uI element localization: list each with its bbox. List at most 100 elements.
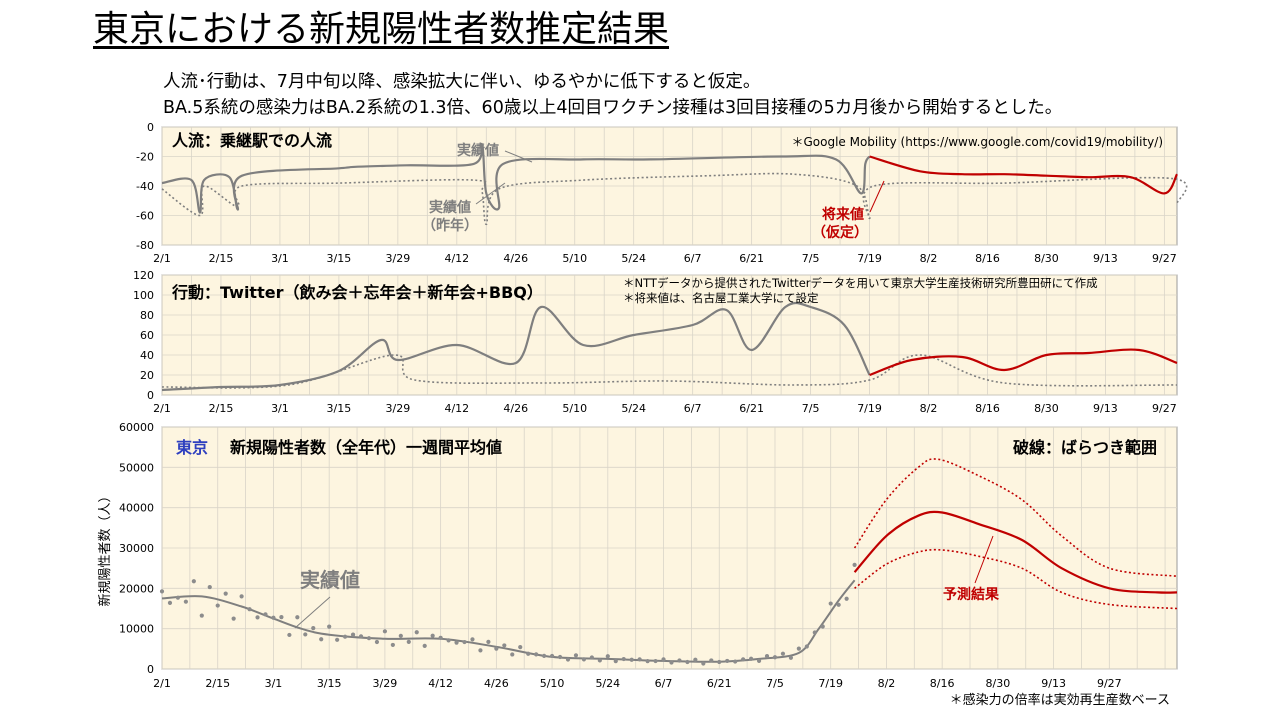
panel-1-leader-actual [504, 150, 533, 163]
panel-3-daily-dot [494, 646, 499, 651]
panel-3-daily-dot [215, 603, 220, 608]
panel-3-daily-dot [804, 644, 809, 649]
panel-3-daily-dot [231, 616, 236, 621]
panel-2-x-tick-label: 4/12 [444, 402, 469, 415]
panel-1-label-future: 将来値 [822, 206, 864, 223]
panel-2-x-tick-label: 2/1 [153, 402, 171, 415]
panel-3-daily-dot [478, 648, 483, 653]
panel-3-daily-dot [358, 634, 364, 639]
panel-3-daily-dot [717, 659, 722, 665]
panel-3-x-tick-label: 2/1 [153, 677, 171, 690]
panel-1-label-lastyear-suffix: （昨年） [422, 217, 478, 234]
panel-1-x-tick-label: 8/16 [975, 252, 1000, 265]
panel-3-region-label: 東京 [176, 438, 208, 457]
panel-3-daily-dot [725, 658, 730, 664]
panel-3-x-tick-label: 8/16 [930, 677, 955, 690]
panel-3-daily-dot [549, 653, 555, 659]
panel-3-daily-dot [581, 657, 587, 662]
panel-2-x-tick-label: 2/15 [209, 402, 234, 415]
panel-1-x-tick-label: 8/30 [1034, 252, 1059, 265]
panel-3-daily-dot [327, 624, 332, 629]
panel-3-x-tick-label: 7/19 [818, 677, 843, 690]
panel-3-label-actual: 実績値 [300, 568, 360, 592]
panel-3-daily-dot [223, 591, 228, 596]
panel-3-daily-dot [342, 634, 348, 639]
panel-1-y-tick-label: -80 [136, 239, 154, 252]
panel-3-daily-dot [756, 658, 762, 663]
panel-3-daily-dot [366, 636, 372, 641]
panel-3-y-tick-label: 50000 [119, 461, 154, 474]
panel-1-x-tick-label: 2/15 [209, 252, 234, 265]
panel-2-x-tick-label: 8/2 [920, 402, 938, 415]
panel-3-daily-dot [311, 626, 316, 631]
panel-3-daily-dot [542, 653, 547, 658]
panel-3-daily-dot [669, 660, 674, 665]
panel-3-daily-dot [382, 629, 388, 634]
panel-1-title: 人流：乗継駅での人流 [172, 131, 332, 150]
panel-2-y-tick-label: 100 [133, 289, 154, 302]
panel-3-daily-dot [247, 607, 252, 612]
panel-3-daily-dot [661, 657, 666, 662]
panel-3-daily-dot [414, 630, 419, 635]
panel-1-leader-future [869, 180, 885, 213]
panel-3-daily-dot [406, 639, 411, 645]
panel-3-daily-dot [526, 651, 531, 656]
panel-3-legend-note: 破線：ばらつき範囲 [1013, 438, 1157, 457]
page-title: 東京における新規陽性者数推定結果 [93, 9, 670, 50]
panel-3-daily-dot [422, 643, 427, 649]
panel-3-daily-dot [191, 579, 196, 584]
panel-3-daily-dot [685, 659, 690, 665]
panel-3-leader-forecast [974, 535, 994, 584]
panel-3-label-forecast: 予測結果 [943, 586, 1000, 603]
panel-3-x-tick-label: 8/30 [986, 677, 1011, 690]
panel-3-daily-dot [159, 589, 165, 594]
panel-3-daily-dot [780, 651, 786, 656]
panel-3-daily-dot [390, 642, 395, 648]
panel-3-y-tick-label: 60000 [119, 421, 154, 434]
panel-2-y-tick-label: 20 [140, 369, 154, 382]
panel-3-daily-dot [836, 602, 841, 607]
panel-3-daily-dot [462, 639, 467, 645]
subtitle-line-2: BA.5系統の感染力はBA.2系統の1.3倍、60歳以上4回目ワクチン接種は3回… [163, 98, 1063, 118]
panel-3-daily-dot [741, 657, 746, 662]
panel-3-x-tick-label: 3/15 [317, 677, 342, 690]
panel-2-y-tick-label: 40 [140, 349, 154, 362]
panel-3-daily-dot [263, 612, 268, 617]
footnote: ＊感染力の倍率は実効再生産数ベース [950, 692, 1170, 708]
panel-3-daily-dot [374, 639, 380, 645]
panel-3-x-tick-label: 7/5 [766, 677, 784, 690]
panel-2-x-tick-label: 8/16 [975, 402, 1000, 415]
panel-3-daily-dot [398, 633, 403, 638]
panel-3-daily-dot [709, 658, 714, 663]
panel-1-x-tick-label: 5/10 [562, 252, 587, 265]
panel-2-x-tick-label: 3/29 [385, 402, 410, 415]
panel-2-x-tick-label: 3/1 [271, 402, 289, 415]
panel-3-x-tick-label: 5/24 [595, 677, 620, 690]
panel-3-daily-dot [693, 657, 698, 662]
panel-1-x-tick-label: 7/5 [802, 252, 820, 265]
panel-3-daily-dot [852, 562, 857, 567]
panel-3-daily-dot [183, 599, 188, 604]
panel-3-x-tick-label: 9/13 [1041, 677, 1066, 690]
panel-2-x-tick-label: 7/5 [802, 402, 820, 415]
panel-3-daily-dot [629, 657, 634, 662]
panel-1-x-tick-label: 8/2 [920, 252, 938, 265]
panel-3-daily-dot [764, 654, 770, 659]
panel-3-daily-dot [701, 661, 706, 666]
panel-1-x-tick-label: 6/7 [684, 252, 702, 265]
panel-1-x-tick-label: 6/21 [739, 252, 764, 265]
panel-2-x-tick-label: 6/21 [739, 402, 764, 415]
panel-3-daily-dot [748, 656, 754, 661]
panel-2-y-tick-label: 80 [140, 309, 154, 322]
panel-2-x-tick-label: 6/7 [684, 402, 702, 415]
panel-3-daily-dot [828, 601, 833, 606]
panel-1-y-tick-label: 0 [147, 121, 154, 134]
panel-3-daily-dot [518, 645, 523, 650]
panel-2-x-tick-label: 5/10 [562, 402, 587, 415]
panel-3-daily-dot [287, 632, 292, 638]
panel-1-x-tick-label: 4/26 [503, 252, 528, 265]
panel-1-x-tick-label: 3/15 [327, 252, 352, 265]
panel-3-daily-dot [733, 659, 738, 664]
panel-3-x-tick-label: 3/29 [373, 677, 398, 690]
panel-3-daily-dot [175, 595, 181, 600]
